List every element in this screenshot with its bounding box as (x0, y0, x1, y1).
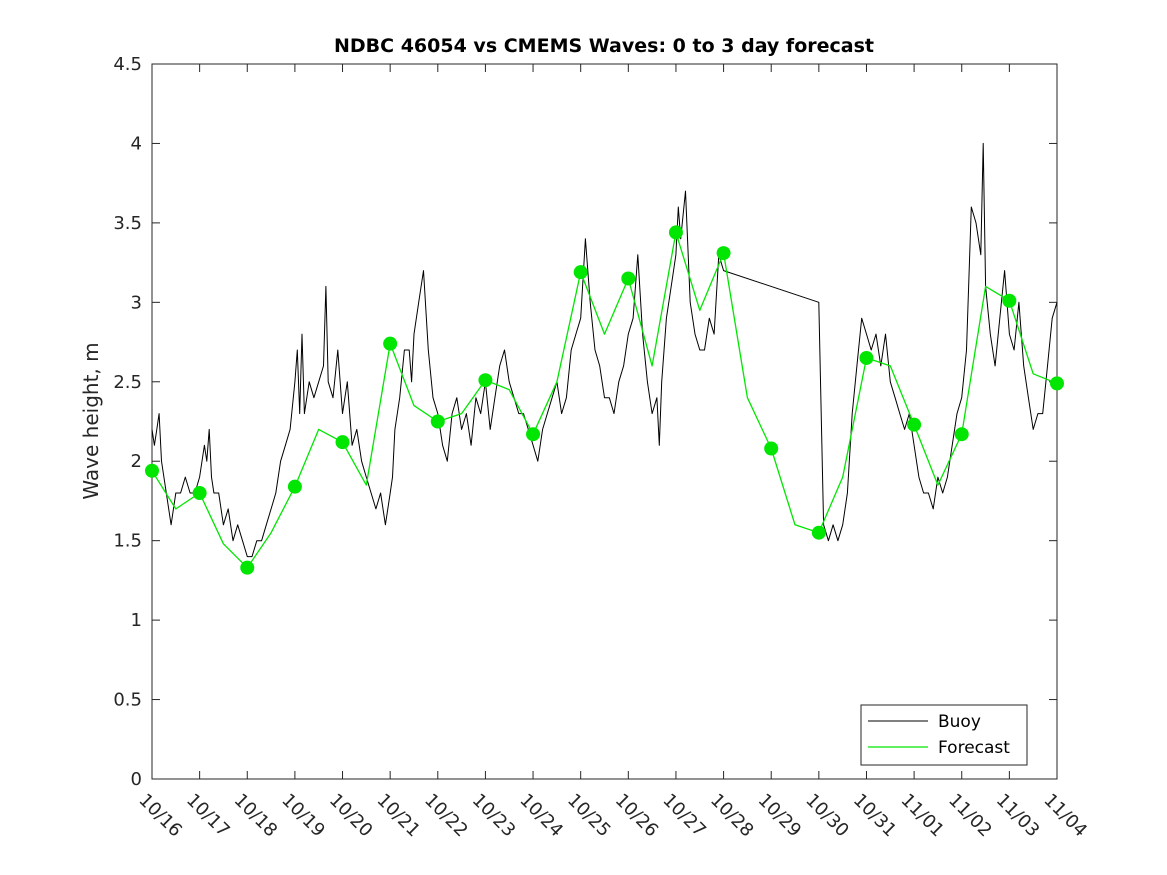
y-tick-label: 3.5 (113, 213, 142, 234)
forecast-marker (573, 265, 588, 280)
y-tick-label: 2 (131, 451, 142, 472)
y-tick-label: 0 (131, 769, 142, 790)
forecast-marker (811, 525, 826, 540)
forecast-marker (145, 463, 159, 478)
y-tick-label: 0.5 (113, 690, 142, 711)
y-tick-label: 4.5 (113, 54, 142, 75)
forecast-marker (907, 417, 922, 432)
y-tick-label: 2.5 (113, 372, 142, 393)
y-tick-label: 4 (131, 133, 142, 154)
plot-area: 00.511.522.533.544.510/1610/1710/1810/19… (113, 54, 1091, 841)
legend: Buoy Forecast (860, 704, 1028, 766)
y-tick-label: 1.5 (113, 531, 142, 552)
forecast-marker (478, 373, 493, 388)
y-axis-label: Wave height, m (79, 342, 103, 499)
axes-box (151, 63, 1058, 780)
forecast-marker (430, 414, 445, 429)
forecast-marker (716, 246, 731, 261)
series-line-buoy (151, 142, 1058, 558)
forecast-marker (335, 435, 350, 450)
forecast-marker (621, 271, 636, 286)
y-tick-label: 1 (131, 610, 142, 631)
legend-forecast-label: Forecast (938, 738, 1010, 758)
forecast-marker (192, 486, 207, 500)
forecast-marker (383, 336, 398, 351)
legend-box (860, 704, 1028, 766)
forecast-marker (287, 479, 302, 494)
forecast-marker (764, 441, 779, 456)
legend-buoy-label: Buoy (938, 712, 981, 732)
chart-title: NDBC 46054 vs CMEMS Waves: 0 to 3 day fo… (334, 35, 874, 57)
forecast-marker (954, 427, 969, 442)
forecast-marker (1002, 293, 1017, 308)
forecast-marker (526, 427, 541, 442)
series-line-forecast (151, 231, 1058, 569)
forecast-marker (859, 350, 874, 365)
forecast-marker (240, 560, 255, 575)
y-tick-label: 3 (131, 292, 142, 313)
forecast-marker (668, 225, 683, 240)
forecast-marker (1050, 376, 1064, 391)
